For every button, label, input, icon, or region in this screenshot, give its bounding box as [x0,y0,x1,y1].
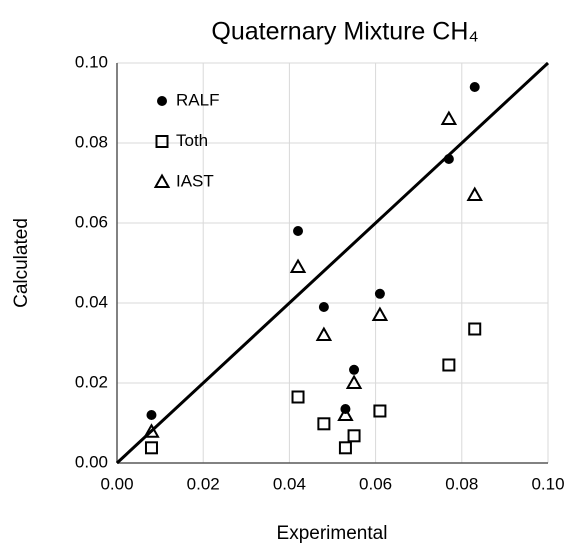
chart-title: Quaternary Mixture CH₄ [211,18,478,46]
point [374,288,385,299]
y-tick-label: 0.00 [75,452,108,471]
point [345,374,363,389]
point [466,186,483,201]
point [349,364,360,375]
point [468,322,482,336]
point [337,406,354,421]
x-tick-label: 0.02 [187,474,220,493]
reference-line [115,61,550,465]
point [371,306,389,321]
y-tick-label: 0.06 [75,212,108,231]
legend-label: RALF [176,90,219,109]
point [317,417,331,431]
point [442,358,456,372]
legend-marker [157,96,167,106]
x-tick-label: 0.00 [100,474,133,493]
x-tick-label: 0.04 [273,474,306,493]
x-tick-label: 0.08 [445,474,478,493]
y-tick-label: 0.10 [75,52,108,71]
point [443,154,454,164]
point [289,258,307,273]
point [293,226,304,236]
legend-label: Toth [176,131,208,150]
point [318,302,329,312]
y-tick-label: 0.04 [75,292,108,311]
y-tick-label: 0.02 [75,372,108,391]
legend-marker [155,135,169,148]
point [338,441,352,455]
point [143,423,160,438]
legend-marker [153,173,171,188]
y-tick-label: 0.08 [75,132,108,151]
legend-label: IAST [176,171,214,190]
point [291,390,305,404]
point [144,441,158,455]
point [469,82,480,92]
point [146,410,157,420]
x-tick-label: 0.10 [531,474,564,493]
x-axis-label: Experimental [277,523,388,544]
point [440,110,458,125]
y-axis-label: Calculated [11,218,32,308]
x-tick-label: 0.06 [359,474,392,493]
point [373,404,387,418]
point [315,326,333,341]
point [347,429,361,443]
